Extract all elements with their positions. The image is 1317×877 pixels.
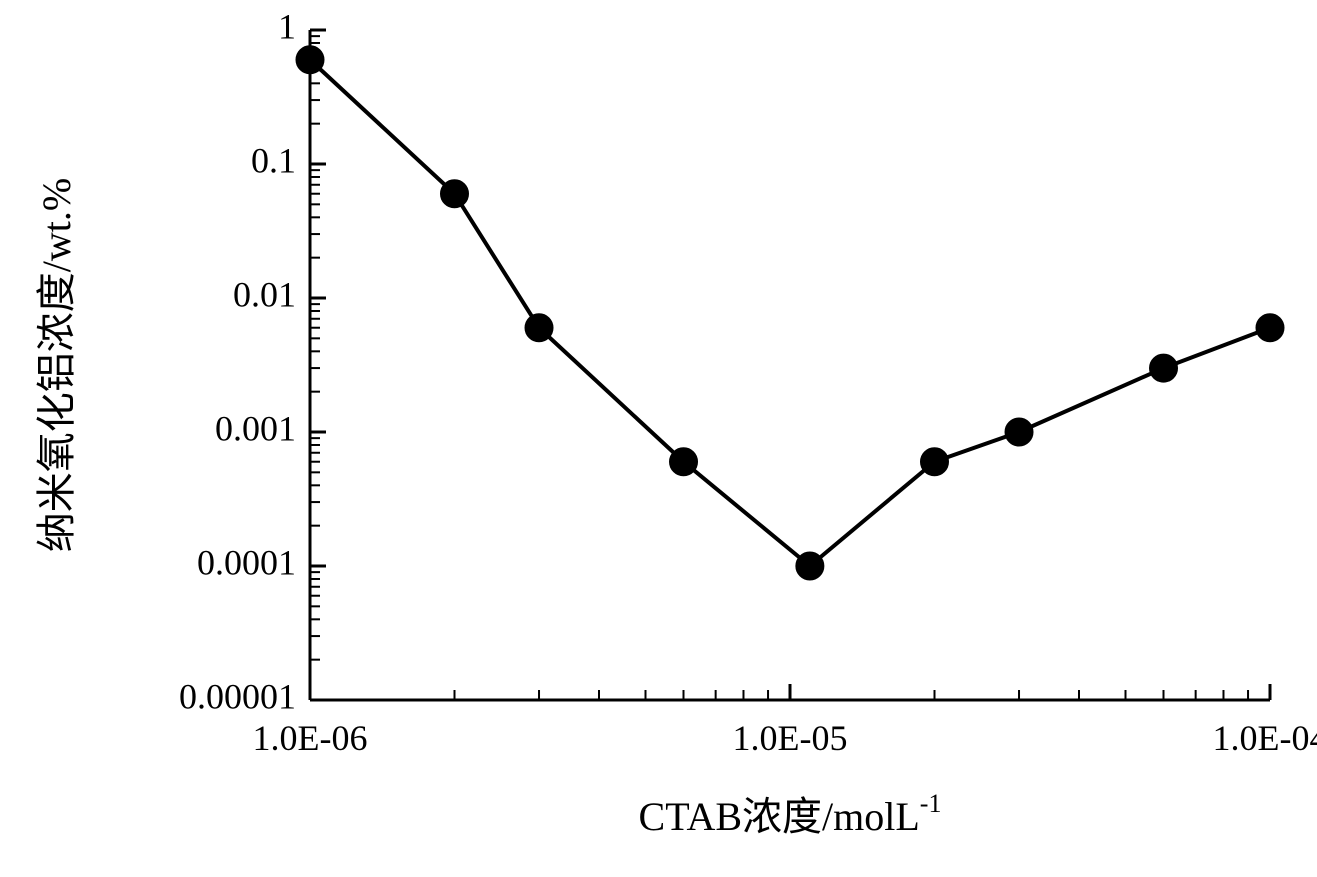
data-point <box>1005 418 1033 446</box>
x-tick-label: 1.0E-04 <box>1213 718 1317 758</box>
x-axis-label: CTAB浓度/molL-1 <box>639 789 942 839</box>
y-tick-label: 1 <box>278 6 296 46</box>
y-tick-label: 0.001 <box>215 408 296 448</box>
data-point <box>920 448 948 476</box>
y-tick-label: 0.01 <box>233 274 296 314</box>
chart-svg: 0.00001 0.0001 0.001 0.01 0.1 1 1.0E-06 1.0E-05… <box>0 0 1317 877</box>
y-tick-label: 0.00001 <box>179 676 296 716</box>
data-point <box>525 314 553 342</box>
y-axis-label: 纳米氧化铝浓度/wt.% <box>34 178 79 552</box>
data-point <box>440 180 468 208</box>
y-tick-label: 0.0001 <box>197 542 296 582</box>
y-tick-label: 0.1 <box>251 140 296 180</box>
data-point <box>796 552 824 580</box>
data-point <box>670 448 698 476</box>
data-point <box>1150 354 1178 382</box>
data-point <box>296 46 324 74</box>
x-tick-label: 1.0E-05 <box>733 718 848 758</box>
data-point <box>1256 314 1284 342</box>
chart-container: 0.00001 0.0001 0.001 0.01 0.1 1 1.0E-06 1.0E-05… <box>0 0 1317 877</box>
x-tick-label: 1.0E-06 <box>253 718 368 758</box>
